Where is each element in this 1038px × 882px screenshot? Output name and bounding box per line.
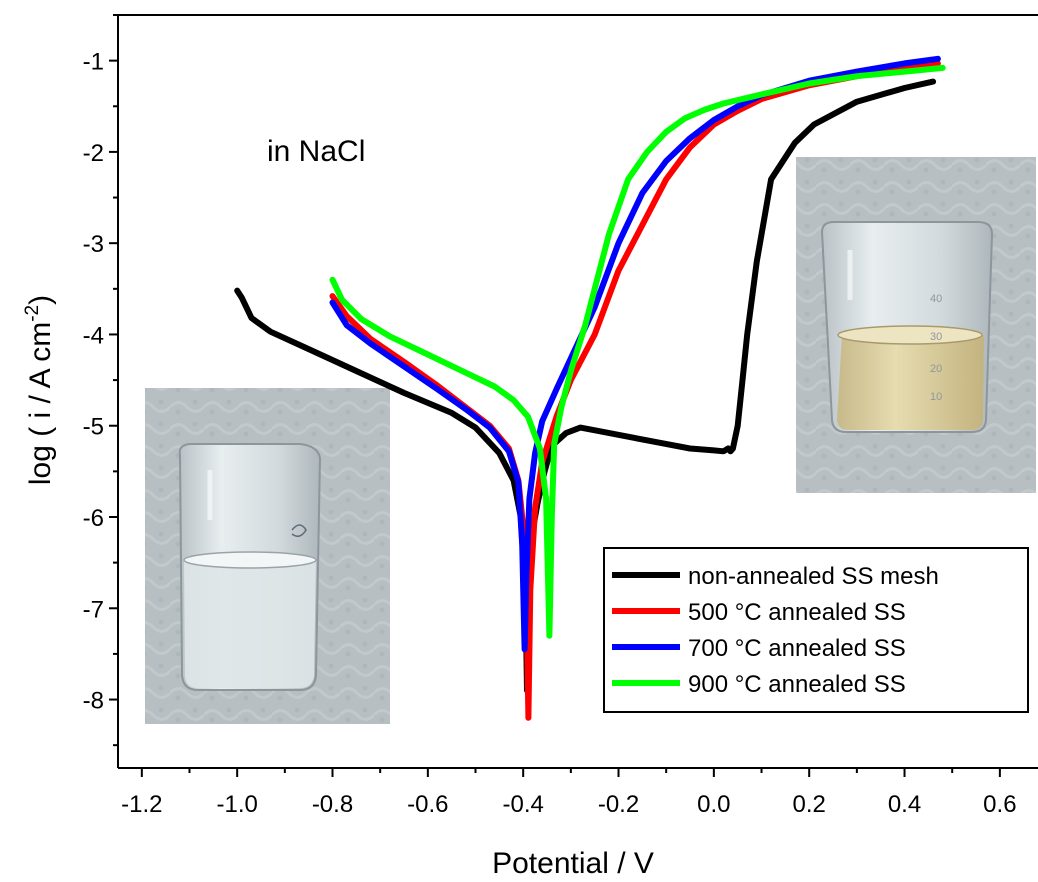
svg-text:20: 20	[930, 363, 942, 375]
y-tick-label: -5	[83, 414, 104, 441]
legend-label-3: 700 °C annealed SS	[688, 635, 906, 662]
x-axis-ticks: -1.2 -1.0 -0.8 -0.6 -0.4 -0.2 0.0 0.2 0.4 0.6	[121, 768, 1017, 818]
x-tick-label: -0.8	[312, 791, 353, 818]
y-tick-label: -7	[83, 596, 104, 623]
x-tick-label: 0.4	[888, 791, 921, 818]
legend-label-4: 900 °C annealed SS	[688, 671, 906, 698]
legend-label-2: 500 °C annealed SS	[688, 599, 906, 626]
y-tick-label: -6	[83, 505, 104, 532]
y-tick-label: -3	[83, 231, 104, 258]
x-tick-label: 0.0	[697, 791, 730, 818]
svg-text:30: 30	[930, 331, 942, 343]
series-line-3	[329, 55, 941, 653]
legend: non-annealed SS mesh 500 °C annealed SS 70…	[603, 547, 1029, 713]
x-tick-label: 0.6	[983, 791, 1016, 818]
svg-text:40: 40	[930, 293, 942, 305]
series-line-1	[234, 78, 937, 694]
y-tick-label: -2	[83, 140, 104, 167]
svg-text:10: 10	[930, 391, 942, 403]
y-tick-label: -8	[83, 688, 104, 715]
y-axis-ticks: -8 -7 -6 -5 -4 -3 -2 -1	[83, 14, 118, 747]
legend-entries: non-annealed SS mesh 500 °C annealed SS 70…	[612, 563, 939, 698]
beaker-clear-solution-photo	[145, 388, 390, 724]
y-axis-title: log ( i / A cm-2)	[22, 295, 57, 485]
beaker-yellow-solution-photo: 40 30 20 10	[796, 157, 1036, 493]
x-tick-label: -0.2	[598, 791, 639, 818]
x-tick-label: -1.0	[216, 791, 257, 818]
solution-annotation: in NaCl	[267, 135, 365, 168]
legend-label-1: non-annealed SS mesh	[688, 563, 939, 590]
y-tick-label: -4	[83, 322, 104, 349]
series-group	[234, 55, 946, 721]
x-tick-label: 0.2	[793, 791, 826, 818]
x-tick-label: -0.6	[407, 791, 448, 818]
x-tick-label: -0.4	[503, 791, 544, 818]
x-tick-label: -1.2	[121, 791, 162, 818]
y-tick-label: -1	[83, 49, 104, 76]
x-axis-title: Potential / V	[492, 847, 654, 880]
series-line-4	[329, 64, 946, 639]
